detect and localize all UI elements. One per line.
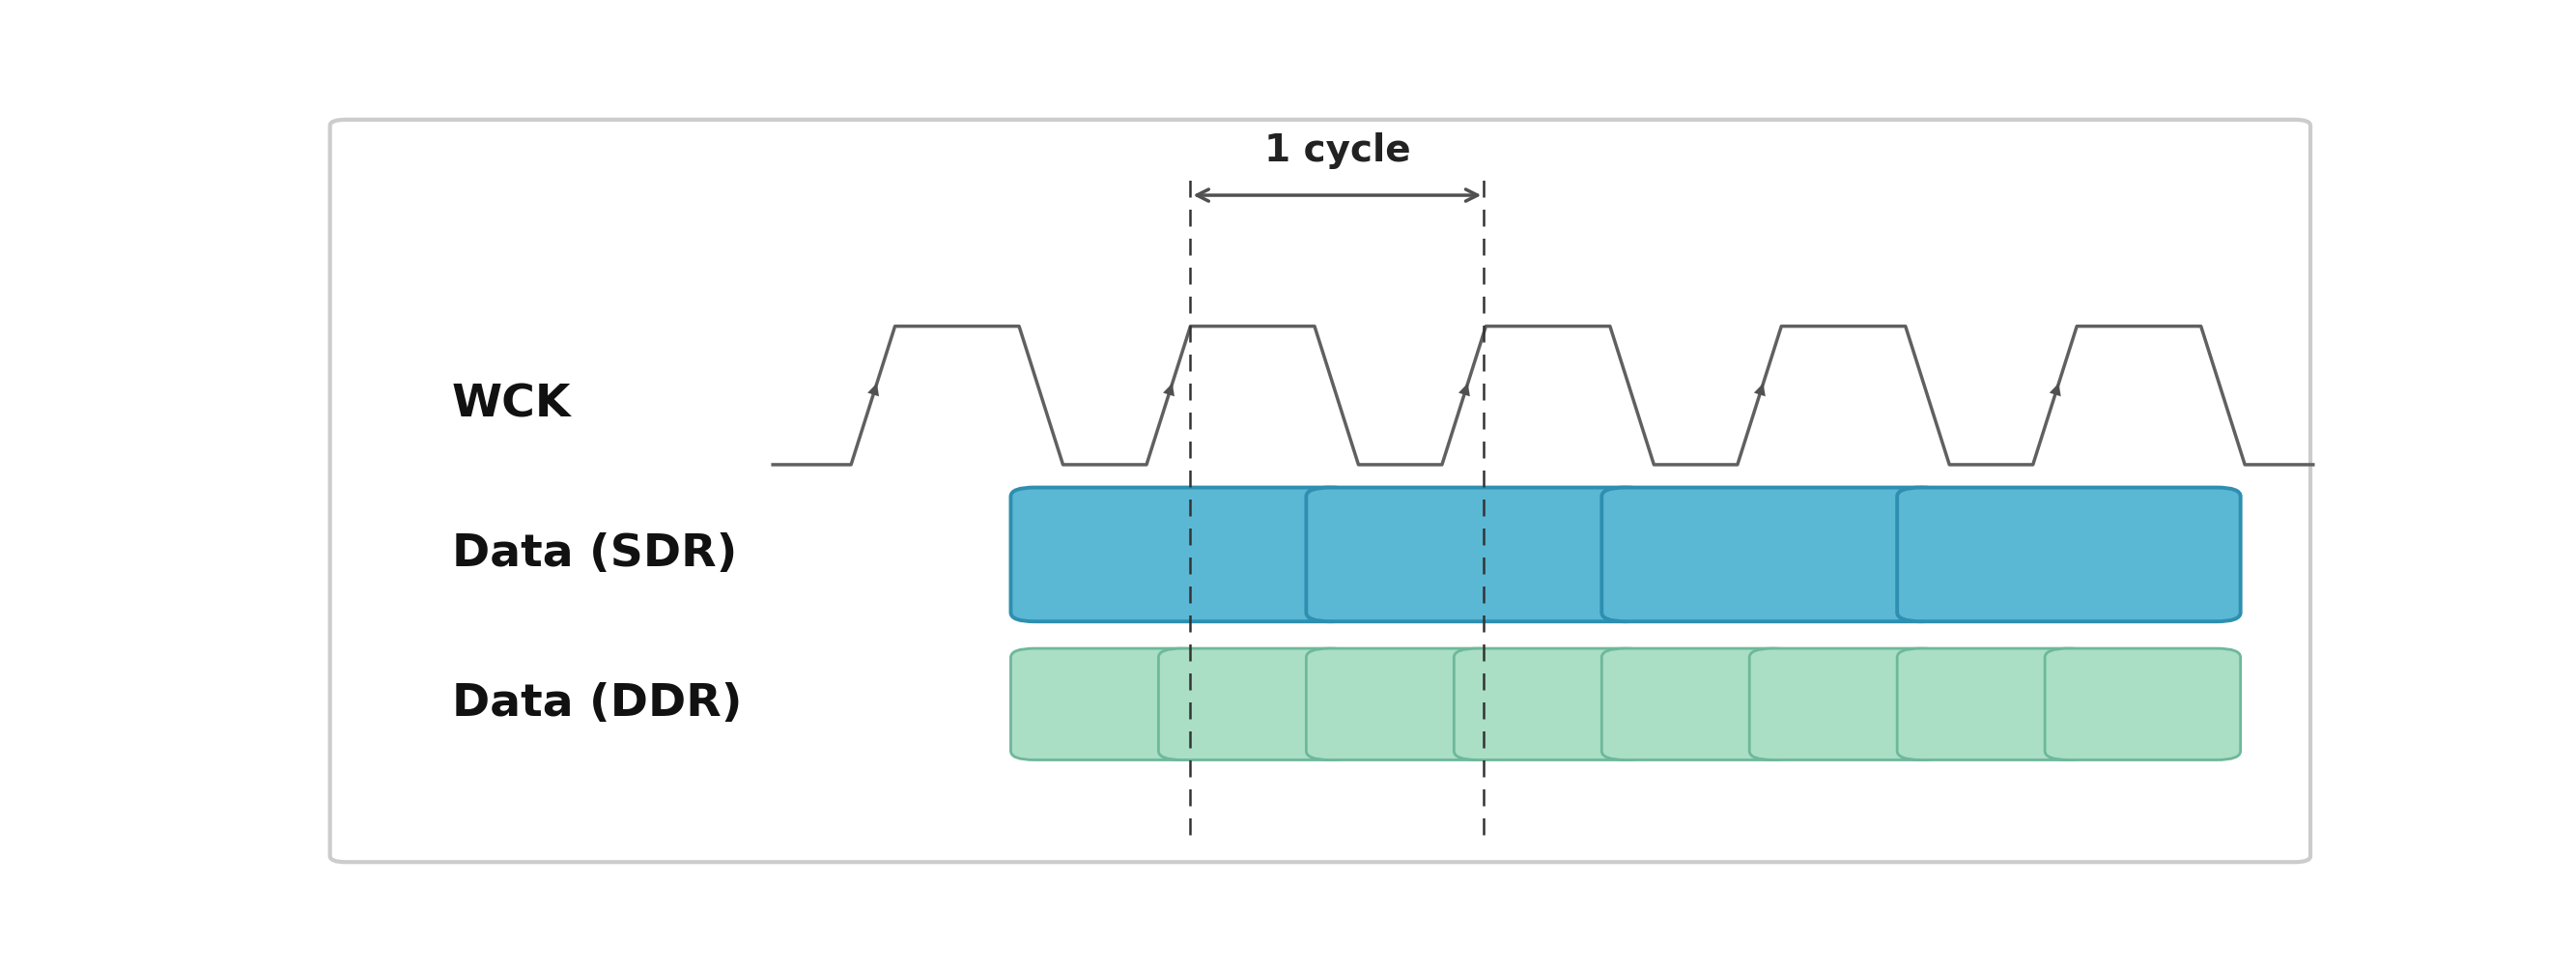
Text: WCK: WCK bbox=[451, 383, 572, 427]
Text: 1 cycle: 1 cycle bbox=[1265, 132, 1412, 169]
FancyBboxPatch shape bbox=[1602, 648, 1798, 760]
FancyBboxPatch shape bbox=[1306, 648, 1502, 760]
FancyBboxPatch shape bbox=[1896, 648, 2092, 760]
FancyBboxPatch shape bbox=[2045, 648, 2241, 760]
FancyBboxPatch shape bbox=[1749, 648, 1945, 760]
FancyBboxPatch shape bbox=[1306, 488, 1649, 621]
Text: Data (SDR): Data (SDR) bbox=[451, 533, 737, 576]
FancyBboxPatch shape bbox=[1453, 648, 1649, 760]
FancyBboxPatch shape bbox=[1010, 488, 1355, 621]
FancyBboxPatch shape bbox=[1159, 648, 1355, 760]
Text: Data (DDR): Data (DDR) bbox=[451, 682, 742, 726]
FancyBboxPatch shape bbox=[330, 120, 2311, 862]
FancyBboxPatch shape bbox=[1602, 488, 1945, 621]
FancyBboxPatch shape bbox=[1010, 648, 1206, 760]
FancyBboxPatch shape bbox=[1896, 488, 2241, 621]
